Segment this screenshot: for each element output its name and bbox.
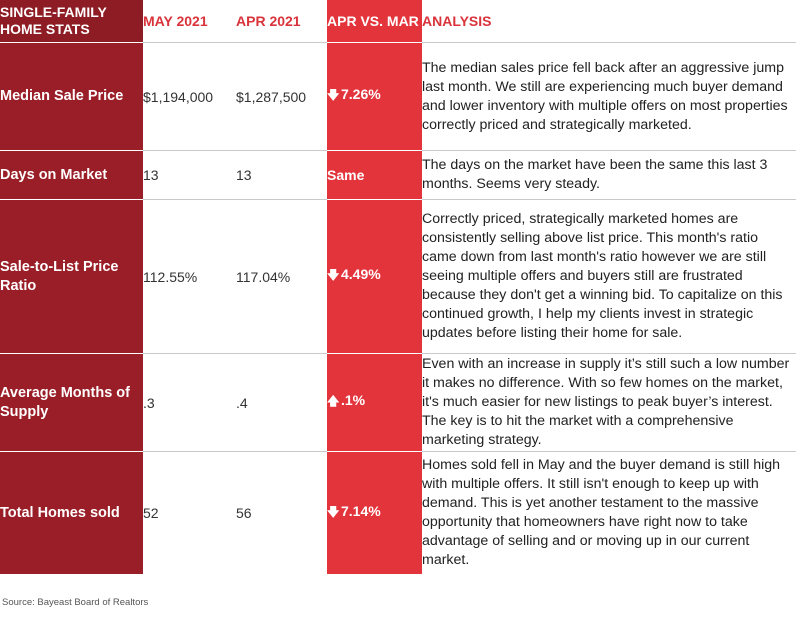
may-value: 112.55%	[143, 199, 236, 354]
analysis-text: Correctly priced, strategically marketed…	[422, 199, 796, 354]
down-arrow-icon: 🡇	[327, 504, 340, 519]
change-value: 7.26%	[341, 86, 381, 102]
down-arrow-icon: 🡇	[327, 88, 340, 102]
change-cell: 🡇 4.49%	[327, 199, 422, 354]
header-may-2021: MAY 2021	[143, 12, 208, 29]
row-label: Sale-to-List Price Ratio	[0, 199, 143, 354]
header-analysis: ANALYSIS	[422, 12, 492, 29]
change-value: 4.49%	[341, 266, 381, 282]
source-note: Source: Bayeast Board of Realtors	[2, 597, 149, 608]
row-label: Total Homes sold	[0, 451, 143, 574]
header-row: SINGLE-FAMILY HOME STATS MAY 2021 APR 20…	[0, 0, 796, 43]
may-value: .3	[143, 353, 236, 452]
home-stats-table: SINGLE-FAMILY HOME STATS MAY 2021 APR 20…	[0, 0, 796, 574]
table-row: Average Months of Supply .3 .4 🡅 .1% Even…	[0, 353, 796, 452]
row-label: Average Months of Supply	[0, 353, 143, 452]
header-label: SINGLE-FAMILY HOME STATS	[0, 0, 143, 43]
apr-value: $1,287,500	[236, 42, 327, 151]
apr-value: .4	[236, 353, 327, 452]
row-label: Days on Market	[0, 150, 143, 200]
change-cell: Same	[327, 150, 422, 200]
may-value: 13	[143, 150, 236, 200]
change-cell: 🡇 7.26%	[327, 42, 422, 151]
change-cell: 🡇 7.14%	[327, 451, 422, 574]
apr-value: 56	[236, 451, 327, 574]
table-row: Total Homes sold 52 56 🡇 7.14% Homes sold…	[0, 451, 796, 574]
row-label: Median Sale Price	[0, 42, 143, 151]
may-value: $1,194,000	[143, 42, 236, 151]
apr-value: 13	[236, 150, 327, 200]
change-value: Same	[327, 167, 365, 183]
may-value: 52	[143, 451, 236, 574]
header-change: APR VS. MAR	[327, 0, 422, 43]
change-cell: 🡅 .1%	[327, 353, 422, 452]
header-apr-2021: APR 2021	[236, 12, 301, 29]
analysis-text: The days on the market have been the sam…	[422, 150, 796, 200]
up-arrow-icon: 🡅	[327, 394, 340, 408]
analysis-text: The median sales price fell back after a…	[422, 42, 796, 151]
analysis-text: Even with an increase in supply it’s sti…	[422, 353, 796, 452]
table-row: Days on Market 13 13 Same The days on th…	[0, 150, 796, 200]
change-value: .1%	[341, 392, 366, 408]
table-row: Median Sale Price $1,194,000 $1,287,500 …	[0, 42, 796, 151]
table-row: Sale-to-List Price Ratio 112.55% 117.04%…	[0, 199, 796, 354]
analysis-text: Homes sold fell in May and the buyer dem…	[422, 451, 796, 574]
down-arrow-icon: 🡇	[327, 268, 340, 282]
apr-value: 117.04%	[236, 199, 327, 354]
change-value: 7.14%	[341, 502, 381, 519]
